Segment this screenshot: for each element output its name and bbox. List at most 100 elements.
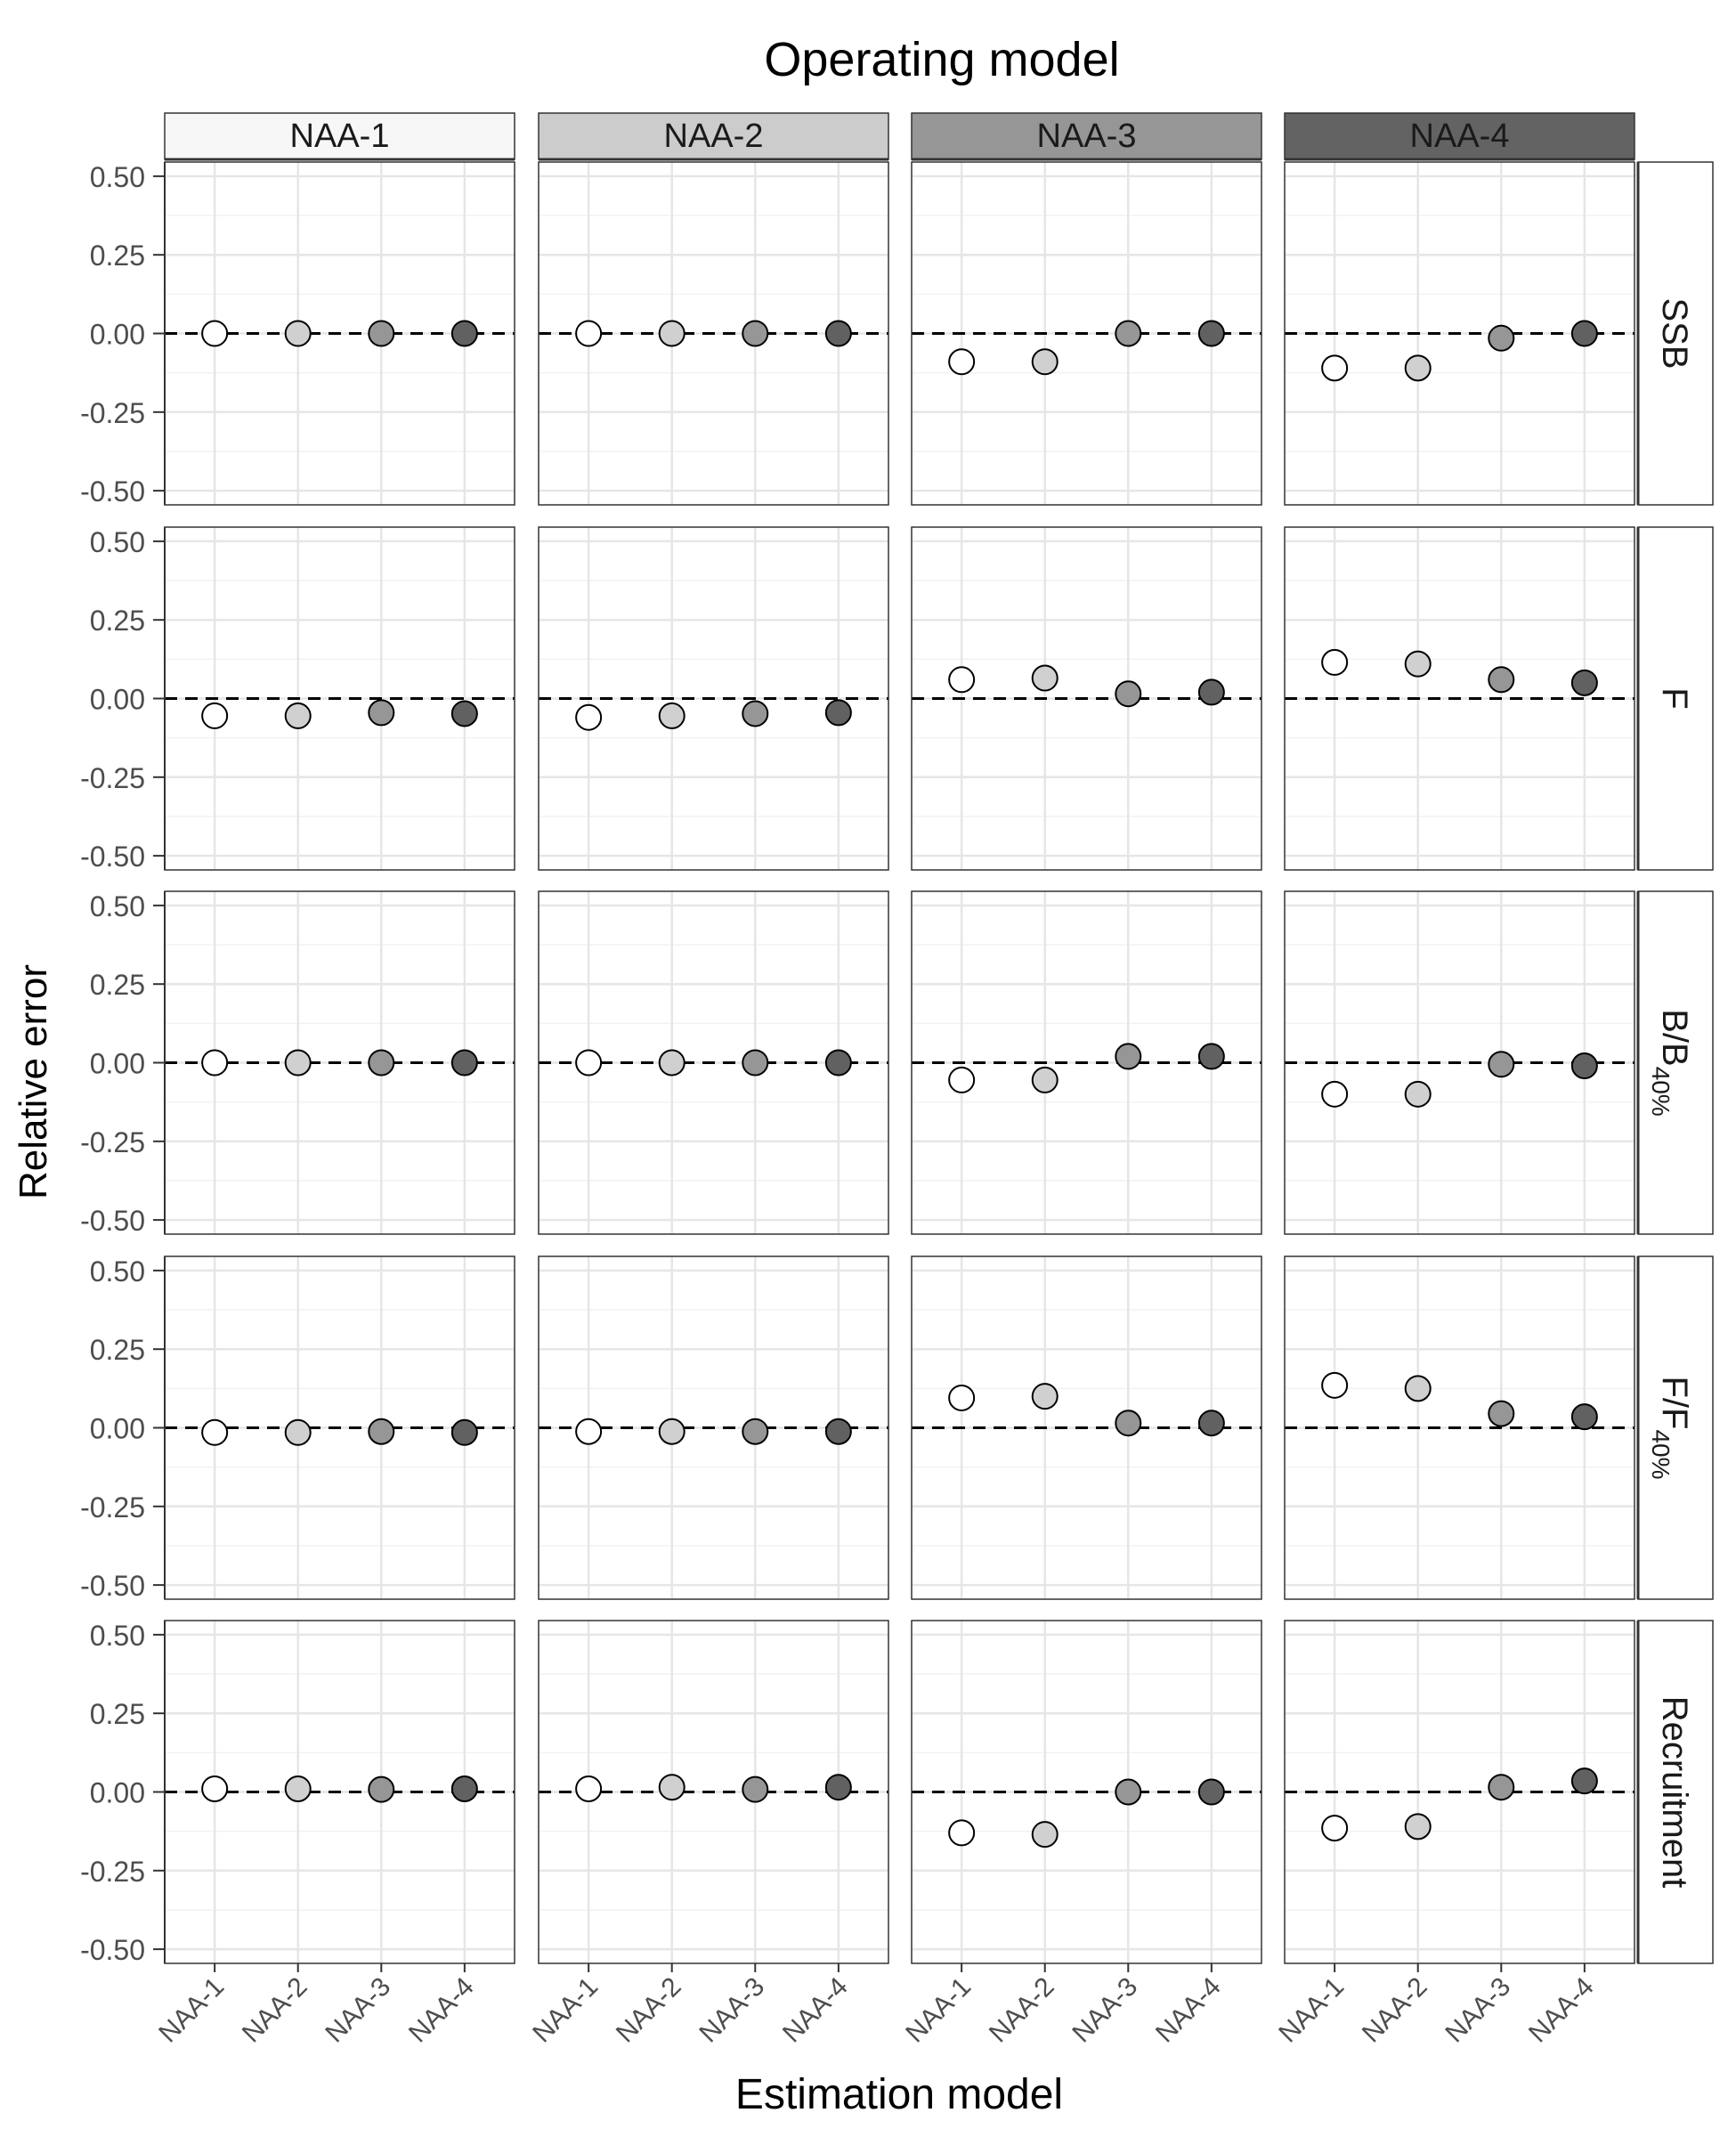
data-point bbox=[1570, 1403, 1598, 1431]
data-point bbox=[201, 320, 229, 347]
data-point bbox=[1031, 1383, 1059, 1410]
data-point bbox=[1488, 1051, 1515, 1078]
data-point bbox=[1404, 650, 1432, 678]
data-point bbox=[1031, 348, 1059, 376]
panel-border bbox=[911, 526, 1262, 871]
data-point bbox=[1321, 1815, 1349, 1842]
panel-border bbox=[1284, 1620, 1635, 1964]
y-tick-label: 0.25 bbox=[90, 1334, 145, 1366]
x-tick-label: NAA-3 bbox=[1440, 1972, 1516, 2049]
row-strip-label: SSB bbox=[1655, 297, 1694, 369]
data-point bbox=[658, 1774, 685, 1801]
y-tick-label: -0.50 bbox=[80, 841, 145, 873]
data-point bbox=[284, 320, 312, 347]
panel-border bbox=[538, 526, 889, 871]
data-point bbox=[1115, 1778, 1142, 1806]
y-tick-label: -0.25 bbox=[80, 397, 145, 429]
data-point bbox=[1488, 324, 1515, 352]
panel-border bbox=[1284, 526, 1635, 871]
x-tick-label: NAA-2 bbox=[984, 1972, 1060, 2049]
row-strip-label: Recruitment bbox=[1655, 1696, 1694, 1889]
y-tick-label: -0.50 bbox=[80, 1570, 145, 1602]
row-strip-subscript: 40% bbox=[1647, 1067, 1675, 1117]
data-point bbox=[201, 702, 229, 729]
panel-border bbox=[911, 890, 1262, 1235]
panel-border bbox=[1284, 161, 1635, 506]
facet-panels: NAA-1 NAA-2 NAA-3 NAA-4-0.50-0.250.000.250.… bbox=[80, 112, 1714, 2049]
data-point bbox=[948, 348, 976, 376]
panel-border bbox=[538, 161, 889, 506]
row-strip bbox=[1637, 526, 1714, 871]
data-point bbox=[450, 1418, 478, 1446]
data-point bbox=[201, 1775, 229, 1802]
data-point bbox=[1570, 320, 1598, 347]
data-point bbox=[948, 666, 976, 694]
y-tick-label: 0.50 bbox=[90, 1255, 145, 1288]
y-tick-label: 0.00 bbox=[90, 319, 145, 351]
data-point bbox=[575, 1049, 603, 1077]
data-point bbox=[368, 1775, 395, 1803]
column-strip-label: NAA-1 bbox=[290, 118, 390, 155]
data-point bbox=[1031, 664, 1059, 692]
data-point bbox=[742, 320, 769, 347]
data-point bbox=[1321, 1371, 1349, 1399]
column-strip-label: NAA-4 bbox=[1410, 118, 1510, 155]
panel-border bbox=[911, 1620, 1262, 1964]
data-point bbox=[658, 1418, 685, 1445]
panel-border bbox=[538, 890, 889, 1235]
y-tick-label: 0.25 bbox=[90, 240, 145, 272]
data-point bbox=[201, 1049, 229, 1077]
data-point bbox=[1115, 1043, 1142, 1070]
data-point bbox=[824, 1418, 852, 1445]
data-point bbox=[1488, 1774, 1515, 1801]
y-tick-label: 0.50 bbox=[90, 161, 145, 193]
data-point bbox=[1115, 1410, 1142, 1437]
data-point bbox=[658, 320, 685, 347]
data-point bbox=[948, 1066, 976, 1093]
x-tick-label: NAA-4 bbox=[1150, 1972, 1227, 2049]
data-point bbox=[1031, 1821, 1059, 1849]
data-point bbox=[284, 702, 312, 729]
data-point bbox=[368, 1418, 395, 1445]
panel-border bbox=[911, 1255, 1262, 1600]
panel-border bbox=[538, 1255, 889, 1600]
data-point bbox=[1404, 354, 1432, 382]
x-tick-label: NAA-2 bbox=[611, 1972, 687, 2049]
data-point bbox=[575, 703, 603, 731]
x-tick-label: NAA-2 bbox=[1357, 1972, 1433, 2049]
data-point bbox=[575, 1775, 603, 1802]
data-point bbox=[948, 1819, 976, 1847]
y-tick-label: 0.50 bbox=[90, 890, 145, 922]
chart-title: Operating model bbox=[764, 33, 1119, 86]
y-tick-label: -0.50 bbox=[80, 1205, 145, 1237]
data-point bbox=[284, 1775, 312, 1802]
x-axis-label: Estimation model bbox=[735, 2071, 1063, 2118]
data-point bbox=[948, 1384, 976, 1411]
data-point bbox=[1570, 1767, 1598, 1795]
panel-border bbox=[911, 161, 1262, 506]
data-point bbox=[658, 1049, 685, 1077]
y-tick-label: 0.00 bbox=[90, 1413, 145, 1445]
column-strip bbox=[911, 112, 1262, 160]
data-point bbox=[1197, 1410, 1225, 1437]
data-point bbox=[368, 699, 395, 727]
data-point bbox=[1115, 320, 1142, 347]
y-tick-label: -0.25 bbox=[80, 762, 145, 794]
data-point bbox=[1197, 1778, 1225, 1806]
data-point bbox=[1404, 1080, 1432, 1108]
x-tick-label: NAA-3 bbox=[1067, 1972, 1143, 2049]
row-strip-subscript: 40% bbox=[1647, 1429, 1675, 1479]
data-point bbox=[201, 1418, 229, 1446]
x-tick-label: NAA-4 bbox=[1523, 1972, 1600, 2049]
y-tick-label: 0.50 bbox=[90, 526, 145, 558]
data-point bbox=[450, 1775, 478, 1802]
data-point bbox=[1321, 648, 1349, 676]
column-strip bbox=[538, 112, 889, 160]
data-point bbox=[1115, 680, 1142, 708]
y-tick-label: -0.50 bbox=[80, 1934, 145, 1966]
data-point bbox=[824, 320, 852, 347]
x-tick-label: NAA-1 bbox=[900, 1972, 977, 2049]
data-point bbox=[1197, 678, 1225, 706]
data-point bbox=[1321, 1080, 1349, 1108]
x-tick-label: NAA-3 bbox=[320, 1972, 396, 2049]
